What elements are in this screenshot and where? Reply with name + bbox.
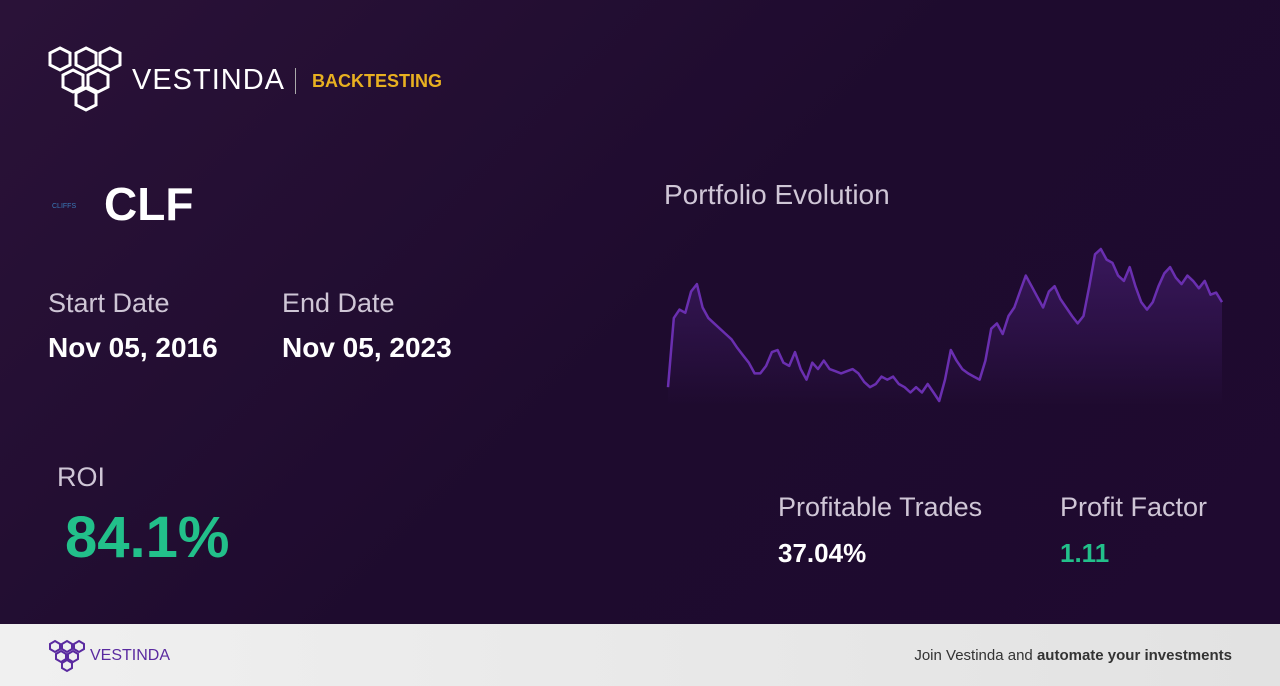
start-label: Start Date	[48, 288, 170, 318]
chart	[666, 247, 1224, 405]
end-value: Nov 05, 2023	[282, 332, 452, 363]
footer: VESTINDA Join Vestinda and automate your…	[0, 624, 1280, 686]
trades-value: 37.04%	[778, 538, 867, 568]
factor-label: Profit Factor	[1060, 492, 1208, 522]
factor-value: 1.11	[1060, 538, 1110, 568]
end-label: End Date	[282, 288, 395, 318]
start-value: Nov 05, 2016	[48, 332, 218, 363]
asset-logo: CLIFFS	[52, 203, 77, 210]
line	[666, 247, 1224, 403]
cta-text: Join Vestinda and	[914, 647, 1037, 664]
cta-bold: automate your investments	[1036, 647, 1232, 664]
separator	[295, 68, 296, 94]
footer-brand: VESTINDA	[90, 647, 171, 664]
ticker: CLF	[104, 178, 194, 230]
chart-title: Portfolio Evolution	[664, 179, 890, 210]
brand-name: VESTINDA	[132, 64, 286, 96]
roi-value: 84.1%	[65, 505, 230, 570]
footer-logo	[49, 639, 85, 673]
trades-label: Profitable Trades	[778, 492, 983, 522]
line-area	[668, 249, 1222, 405]
roi-label: ROI	[57, 462, 106, 492]
section-label: BACKTESTING	[312, 71, 442, 91]
brand-logo	[48, 46, 122, 112]
footer-cta: Join Vestinda and automate your investme…	[914, 648, 1232, 663]
